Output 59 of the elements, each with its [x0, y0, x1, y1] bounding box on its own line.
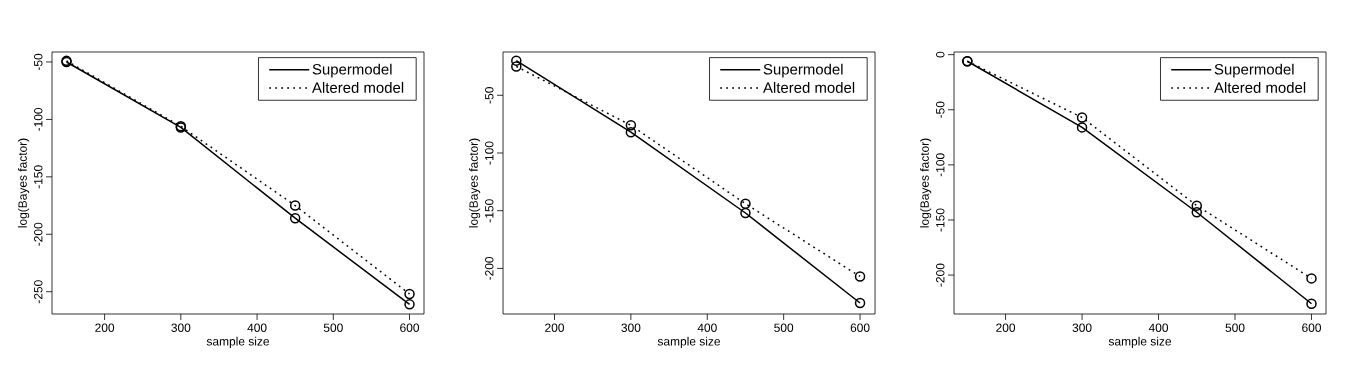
legend-label: Altered model: [312, 81, 404, 93]
x-tick-label: 600: [1302, 323, 1321, 332]
x-axis-title: sample size: [1108, 336, 1172, 348]
y-tick-label: -150: [936, 208, 945, 232]
point: [1076, 112, 1088, 123]
x-tick-label: 200: [545, 323, 565, 332]
x-tick-label: 500: [774, 323, 794, 332]
y-tick-label: -200: [485, 256, 494, 280]
x-tick-label: 400: [697, 323, 717, 332]
x-tick-label: 500: [323, 323, 343, 332]
x-tick-label: 400: [247, 323, 267, 332]
y-tick-label: -150: [485, 199, 494, 223]
x-tick-label: 400: [1148, 323, 1169, 332]
x-axis-title: sample size: [206, 336, 270, 348]
point: [511, 61, 522, 72]
x-tick-label: 300: [621, 323, 641, 332]
point: [1191, 200, 1203, 211]
legend-label: Supermodel: [312, 63, 392, 78]
x-tick-label: 500: [1225, 323, 1245, 332]
point: [1191, 207, 1203, 218]
y-axis-title: log(Bayes factor): [469, 138, 481, 228]
legend-label: Altered model: [1214, 81, 1306, 93]
point: [1306, 298, 1317, 309]
point: [740, 198, 751, 210]
legend-label: Supermodel: [1214, 63, 1294, 78]
x-tick-label: 600: [850, 323, 870, 332]
point: [625, 126, 637, 138]
x-tick-label: 300: [1072, 323, 1092, 332]
legend-label: Altered model: [763, 81, 855, 93]
y-tick-label: -50: [485, 87, 494, 104]
point: [854, 271, 866, 282]
point: [404, 288, 415, 300]
y-axis-title: log(Bayes factor): [920, 138, 932, 228]
y-tick-label: 0: [936, 51, 945, 58]
y-tick-label: -100: [34, 107, 43, 131]
point: [1306, 273, 1317, 284]
point: [289, 200, 301, 211]
y-axis-title: log(Bayes factor): [18, 138, 30, 228]
y-tick-label: -250: [34, 280, 43, 304]
point: [740, 207, 751, 219]
x-tick-label: 600: [400, 323, 420, 332]
y-tick-label: -50: [936, 101, 945, 118]
point: [854, 297, 866, 309]
x-axis-title: sample size: [657, 336, 721, 348]
point: [1076, 122, 1088, 133]
y-tick-label: -200: [34, 222, 43, 246]
point: [404, 299, 415, 310]
point: [625, 120, 637, 131]
point: [511, 55, 522, 66]
y-tick-label: -100: [936, 153, 945, 177]
y-tick-label: -150: [34, 165, 43, 189]
y-tick-label: -200: [936, 263, 945, 287]
legend-label: Supermodel: [763, 63, 843, 78]
x-tick-label: 200: [996, 323, 1016, 332]
x-tick-label: 300: [171, 323, 191, 332]
point: [289, 212, 301, 224]
y-tick-label: -50: [34, 53, 43, 71]
x-tick-label: 200: [95, 323, 115, 332]
y-tick-label: -100: [485, 141, 494, 165]
